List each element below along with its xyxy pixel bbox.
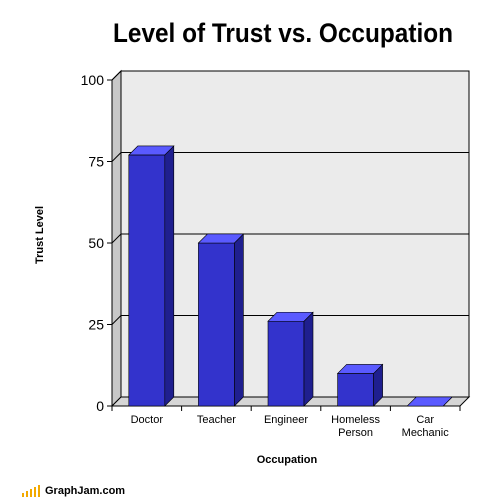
bar-top — [128, 145, 175, 156]
y-tick-label: 100 — [81, 72, 105, 88]
bar-car-mechanic — [406, 396, 453, 407]
y-tick-label: 25 — [88, 317, 104, 333]
chart-title: Level of Trust vs. Occupation — [113, 18, 453, 48]
bar-front — [128, 154, 166, 407]
graphjam-logo-text: GraphJam.com — [45, 485, 126, 497]
gridline-side — [111, 70, 122, 81]
x-tick-label: Doctor — [131, 414, 164, 426]
bar-side — [234, 233, 244, 407]
x-axis-categories: Doctor Teacher Engineer Homeless Person Car Me… — [111, 406, 461, 439]
bar-side — [303, 311, 314, 407]
bar-top — [406, 396, 453, 407]
bar-front — [337, 373, 374, 407]
x-tick-label: Teacher — [197, 414, 236, 426]
bar-homeless-person — [336, 363, 384, 407]
bar-top — [267, 311, 314, 322]
x-tick-label: Car Mechanic — [402, 414, 450, 439]
y-tick-label: 75 — [88, 154, 104, 170]
bar-top — [197, 233, 245, 244]
y-axis-ticks: 0 25 50 75 100 — [81, 72, 112, 414]
gridline-side — [111, 233, 122, 244]
bar-front — [198, 242, 235, 407]
y-axis-label: Trust Level — [34, 206, 46, 264]
gridline-side — [111, 315, 122, 325]
bar-top — [336, 364, 384, 374]
bar-front — [267, 320, 305, 407]
x-tick-label: Homeless Person — [331, 414, 380, 439]
x-axis-label: Occupation — [257, 454, 318, 466]
graphjam-logo: GraphJam.com — [22, 483, 125, 497]
bar-side — [164, 145, 175, 407]
bar-engineer — [267, 311, 314, 407]
bar-doctor — [128, 145, 175, 407]
bars — [128, 145, 453, 407]
y-tick-label: 0 — [96, 398, 104, 414]
gridline-side — [111, 152, 122, 162]
bar-teacher — [197, 233, 245, 407]
x-tick-label: Engineer — [264, 414, 308, 426]
y-tick-label: 50 — [88, 235, 104, 251]
